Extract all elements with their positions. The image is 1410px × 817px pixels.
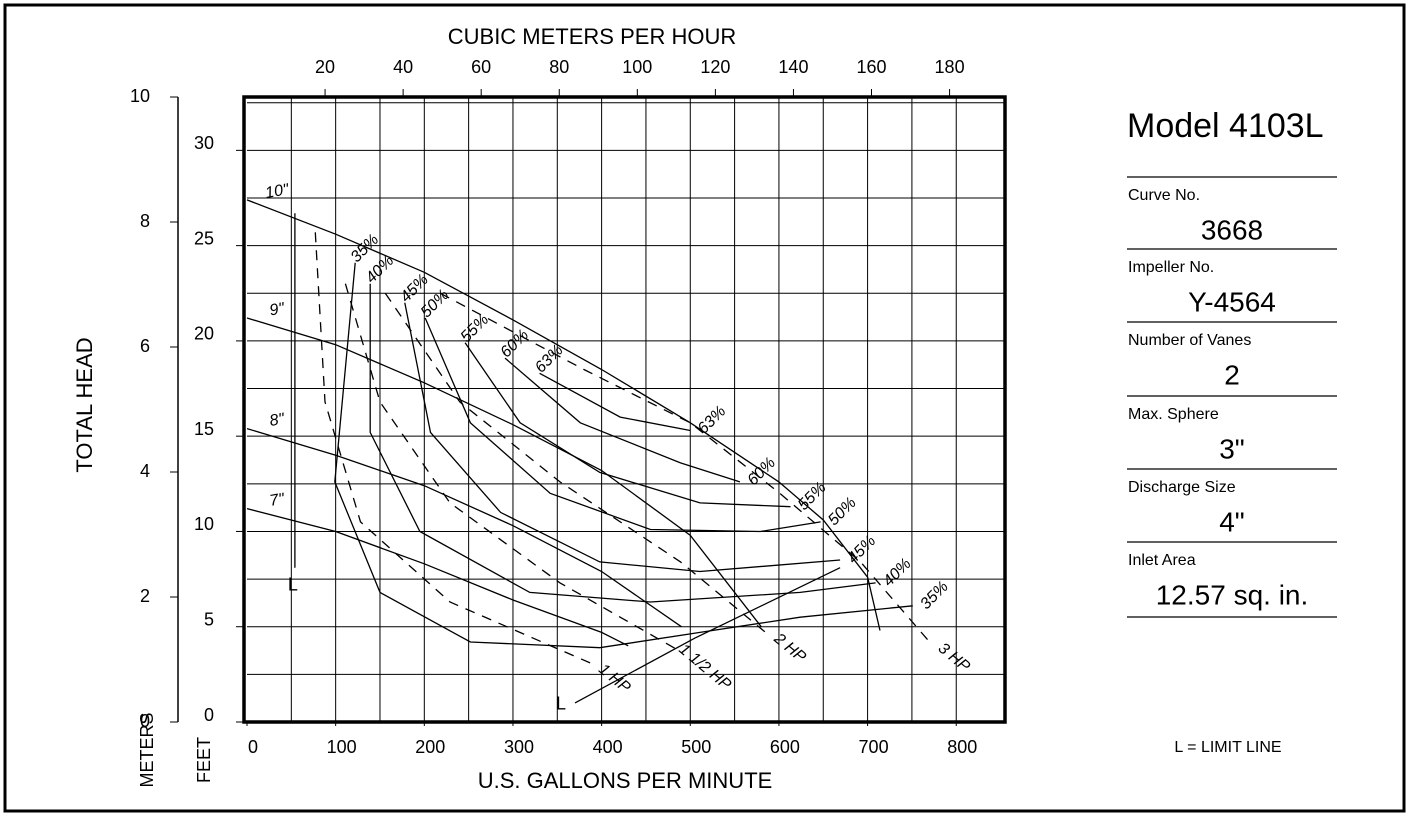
hp-curve [314,232,591,664]
impeller-curve [246,317,762,628]
curve-label: 45% [845,532,880,567]
x2-tick-label: 80 [549,57,569,77]
field-value: 3" [1219,433,1245,464]
x-tick-label: 400 [593,737,623,757]
efficiency-curve [424,317,821,533]
curve-label: 2 HP [770,630,809,667]
curve-label: 55% [795,479,830,514]
y-tick-label: 15 [194,419,214,439]
x2-tick-label: 60 [471,57,491,77]
x2-tick-label: 180 [935,57,965,77]
x-tick-label: 100 [327,737,357,757]
field-value: 4" [1219,506,1245,537]
y2-tick-label: 8 [140,211,150,231]
y-tick-label: 5 [204,609,214,629]
hp-curve [439,292,931,643]
x-tick-label: 600 [770,737,800,757]
x2-tick-label: 100 [622,57,652,77]
y-tick-label: 0 [204,705,214,725]
efficiency-curve [504,357,741,483]
efficiency-curve [334,262,913,649]
curve-label: 9" [268,300,287,320]
legend-note: L = LIMIT LINE [1174,739,1281,756]
efficiency-curve [539,372,691,432]
x-axis-title: U.S. GALLONS PER MINUTE [478,768,773,793]
y-unit-label: FEET [194,737,214,783]
impeller-curve [246,427,682,628]
field-value: 3668 [1201,214,1263,245]
y-tick-label: 20 [194,324,214,344]
limit-line [574,567,841,704]
x-tick-label: 200 [415,737,445,757]
field-value: 2 [1224,359,1240,390]
curve-label: 40% [880,555,915,590]
x2-tick-label: 20 [315,57,335,77]
y-tick-label: 25 [194,228,214,248]
y-axis-title: TOTAL HEAD [72,337,97,472]
outer-border [3,3,1406,813]
curve-label: 50% [825,494,860,529]
limit-label: L [288,574,298,594]
top-axis-title: CUBIC METERS PER HOUR [448,24,736,49]
impeller-curve [246,507,629,647]
field-value: 12.57 sq. in. [1156,579,1309,610]
x-tick-label: 700 [859,737,889,757]
x-tick-label: 300 [504,737,534,757]
x-tick-label: 500 [681,737,711,757]
x-tick-label: 800 [947,737,977,757]
y-tick-label: 30 [194,133,214,153]
field-label: Discharge Size [1128,479,1236,496]
x2-tick-label: 160 [856,57,886,77]
field-label: Number of Vanes [1128,332,1251,349]
curve-label: 60% [497,327,532,362]
y2-tick-label: 0 [140,711,150,731]
field-label: Curve No. [1128,187,1200,204]
y2-tick-label: 10 [130,86,150,106]
efficiency-curve [369,283,876,603]
field-value: Y-4564 [1188,286,1276,317]
efficiency-curve [404,302,841,573]
curve-label: 63% [695,403,730,438]
x-tick-label: 0 [248,737,258,757]
curve-label: 1 HP [595,661,633,697]
impeller-curve [246,199,881,631]
x2-tick-label: 40 [393,57,413,77]
y-tick-label: 10 [194,514,214,534]
x2-tick-label: 120 [700,57,730,77]
x2-tick-label: 140 [778,57,808,77]
curve-label: 10" [264,181,291,202]
y2-tick-label: 4 [140,461,150,481]
plot-frame [242,95,1007,724]
model-title: Model 4103L [1127,107,1324,145]
field-label: Inlet Area [1128,552,1196,569]
y2-tick-label: 2 [140,586,150,606]
hp-curve [384,292,767,633]
efficiency-curve [464,342,791,508]
curve-label: 8" [268,410,287,430]
limit-label: L [556,694,566,714]
field-label: Max. Sphere [1128,406,1219,423]
curve-label: 3 HP [935,640,973,676]
curve-label: 35% [917,578,952,613]
curve-label: 1 1/2 HP [675,641,734,694]
curve-label: 7" [268,490,287,510]
field-label: Impeller No. [1128,259,1214,276]
y2-unit-label: METERS [137,712,157,787]
y2-tick-label: 6 [140,336,150,356]
